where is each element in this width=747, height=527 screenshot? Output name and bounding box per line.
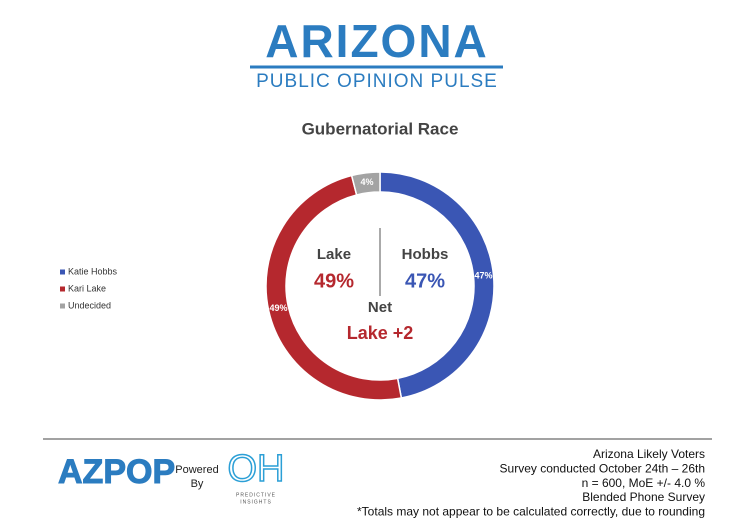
right-name: Hobbs (402, 246, 449, 263)
footer-note: *Totals may not appear to be calculated … (357, 504, 705, 518)
slice-label: 49% (269, 303, 287, 313)
header-title: ARIZONA (265, 15, 489, 67)
left-name: Lake (317, 246, 351, 263)
legend-label: Kari Lake (68, 283, 106, 293)
footer-note: Blended Phone Survey (582, 490, 705, 504)
by-text: By (191, 478, 204, 490)
legend-swatch (60, 269, 65, 275)
net-label: Net (368, 299, 392, 316)
slice-label: 4% (360, 177, 373, 187)
powered-text: Powered (175, 464, 218, 476)
header-subtitle: PUBLIC OPINION PULSE (256, 71, 498, 92)
legend-swatch (60, 286, 65, 292)
partner-line1: PREDICTIVE (236, 492, 276, 498)
net-value: Lake +2 (347, 323, 414, 343)
right-value: 47% (405, 270, 445, 292)
legend-label: Undecided (68, 300, 111, 310)
footer-logo: AZPOP (58, 453, 175, 491)
donut-chart: 47% 49% 4% Katie Hobbs Kari Lake Undecided (60, 171, 495, 401)
footer-note: Arizona Likely Voters (593, 447, 705, 461)
slice-label: 47% (475, 271, 493, 281)
left-value: 49% (314, 270, 354, 292)
footer-note: n = 600, MoE +/- 4.0 % (582, 476, 706, 490)
slice (350, 171, 381, 196)
chart-title: Gubernatorial Race (302, 119, 459, 138)
partner-line2: INSIGHTS (240, 499, 272, 505)
partner-logo: OH (228, 448, 285, 490)
legend-swatch (60, 303, 65, 309)
legend-label: Katie Hobbs (68, 266, 118, 276)
footer-note: Survey conducted October 24th – 26th (500, 461, 705, 475)
